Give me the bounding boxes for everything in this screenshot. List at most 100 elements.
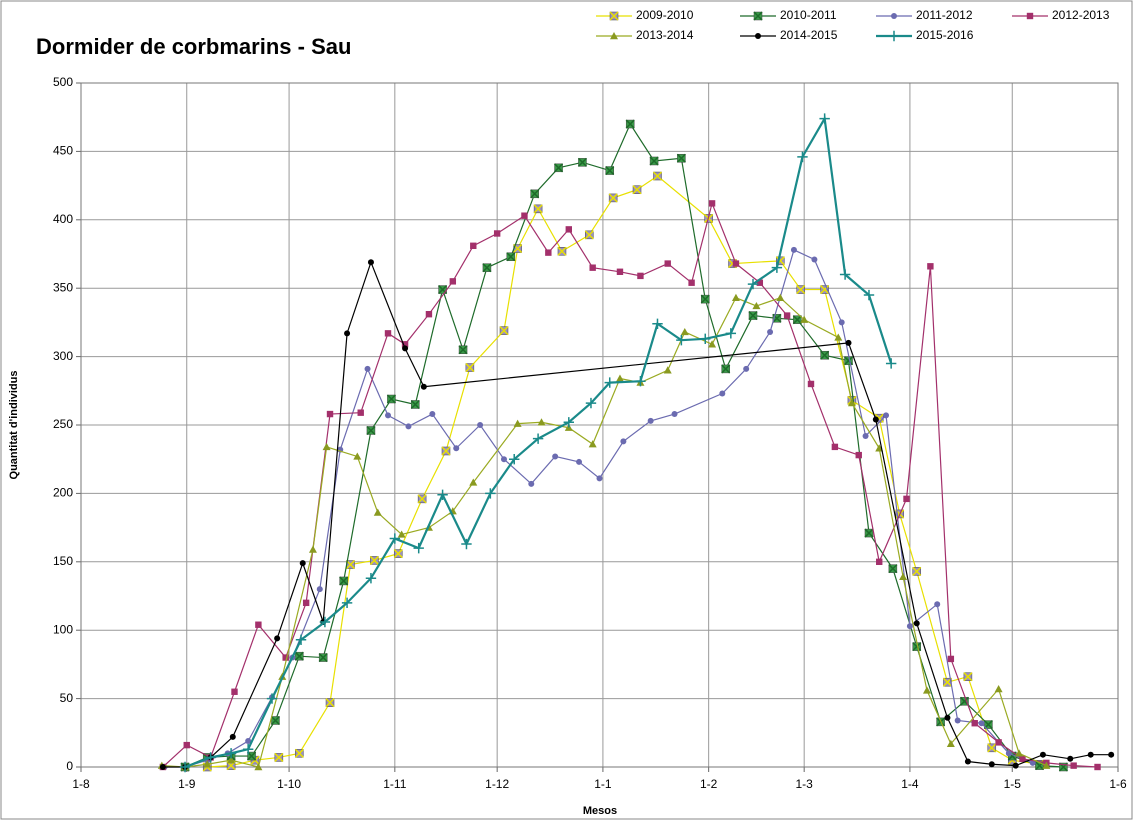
marker (458, 345, 468, 355)
marker (625, 119, 635, 129)
y-tick-label: 350 (53, 280, 73, 294)
marker (652, 171, 663, 181)
marker (888, 564, 898, 574)
marker (947, 655, 955, 663)
marker-cross (608, 193, 618, 203)
marker (255, 621, 262, 628)
marker (482, 263, 492, 273)
marker-cross (987, 743, 997, 753)
marker (565, 226, 572, 233)
marker (700, 333, 711, 345)
marker (820, 350, 830, 360)
marker (532, 433, 544, 444)
marker (1042, 761, 1051, 769)
marker (270, 715, 280, 726)
marker (944, 714, 951, 721)
marker-cross (753, 11, 763, 21)
marker-cross (339, 576, 349, 586)
marker (1026, 12, 1034, 20)
y-tick-label: 0 (66, 759, 73, 773)
marker (389, 533, 401, 544)
marker (441, 446, 451, 456)
marker (302, 599, 310, 607)
legend-item: 2009-2010 (596, 8, 694, 22)
marker (179, 761, 191, 773)
marker (247, 751, 257, 761)
marker (839, 269, 851, 280)
marker (326, 410, 334, 418)
marker (461, 538, 472, 550)
marker (384, 330, 392, 337)
marker (500, 456, 507, 463)
marker (954, 717, 961, 724)
marker-cross (441, 446, 451, 456)
marker (299, 560, 306, 567)
marker-cross (345, 560, 356, 570)
marker (1087, 751, 1094, 758)
marker (386, 394, 396, 404)
x-tick-label: 1-3 (795, 777, 813, 791)
marker (864, 528, 874, 538)
legend-item: 2011-2012 (876, 8, 973, 22)
marker (652, 318, 663, 329)
series (179, 113, 897, 773)
marker-cross (294, 651, 304, 661)
marker-cross (605, 166, 615, 176)
marker (533, 204, 543, 214)
marker (964, 758, 971, 765)
marker (891, 13, 897, 19)
marker (245, 738, 252, 745)
marker-cross (792, 315, 802, 325)
y-tick-label: 150 (53, 554, 73, 568)
marker (183, 741, 190, 749)
x-tick-label: 1-9 (178, 777, 196, 791)
marker (771, 262, 783, 273)
marker (521, 212, 528, 219)
marker-cross (963, 672, 973, 682)
legend-item: 2014-2015 (740, 28, 838, 42)
marker (747, 278, 759, 290)
x-tick-label: 1-11 (383, 777, 406, 791)
marker (295, 634, 307, 645)
marker (834, 333, 843, 341)
marker (876, 558, 883, 565)
marker-cross (609, 11, 619, 21)
marker (477, 422, 484, 428)
marker (676, 153, 686, 163)
x-tick-label: 1-10 (277, 777, 301, 791)
marker (552, 453, 559, 460)
marker (845, 339, 852, 346)
marker (767, 328, 774, 335)
marker (620, 438, 627, 445)
legend-label: 2011-2012 (916, 8, 973, 22)
y-tick-label: 200 (53, 486, 73, 500)
marker-cross (318, 653, 328, 663)
marker (971, 720, 978, 727)
marker (843, 356, 854, 366)
marker (554, 163, 564, 173)
y-tick-label: 300 (53, 349, 73, 363)
marker (899, 572, 908, 581)
marker (680, 327, 689, 336)
marker (647, 417, 654, 424)
marker (756, 279, 764, 286)
marker-cross (557, 246, 567, 256)
x-tick-label: 1-8 (72, 777, 90, 791)
marker (906, 623, 913, 630)
marker (820, 285, 830, 295)
marker (325, 698, 335, 708)
marker (872, 416, 879, 423)
marker (748, 311, 758, 321)
marker-cross (721, 364, 731, 374)
marker (1012, 762, 1019, 769)
marker (485, 488, 496, 499)
marker (649, 156, 659, 166)
marker (708, 340, 717, 348)
marker (576, 458, 583, 465)
x-tick-label: 1-5 (1004, 777, 1022, 791)
marker (563, 417, 574, 428)
marker (402, 345, 409, 352)
marker-cross (843, 356, 854, 366)
marker (732, 260, 740, 267)
